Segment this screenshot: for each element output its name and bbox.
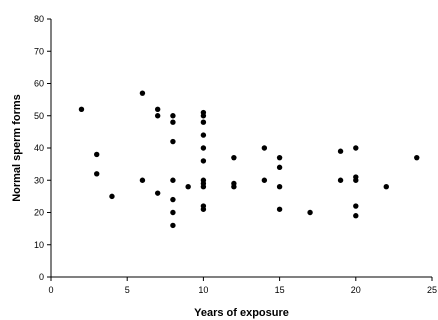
x-axis-title: Years of exposure: [194, 307, 289, 319]
data-point: [276, 206, 283, 212]
x-ticks: 0 5 10 15 20 25: [48, 277, 437, 295]
data-point: [231, 154, 237, 161]
y-tick-label: 40: [34, 143, 44, 153]
y-tick-label: 80: [34, 14, 44, 24]
data-point: [337, 177, 344, 183]
data-point: [261, 177, 268, 183]
data-point: [170, 209, 176, 216]
y-axis-title: Normal sperm forms: [11, 94, 23, 202]
data-point: [139, 90, 146, 96]
data-point: [261, 145, 268, 151]
y-tick-label: 20: [34, 208, 44, 218]
data-point: [414, 154, 420, 161]
data-point: [307, 209, 313, 216]
data-point: [200, 113, 207, 119]
data-point: [276, 184, 283, 190]
data-point: [170, 119, 176, 125]
data-points: [78, 90, 420, 229]
data-point: [353, 203, 359, 209]
x-tick-label: 20: [351, 285, 361, 295]
data-point: [200, 132, 207, 138]
y-tick-label: 30: [34, 175, 44, 185]
data-point: [353, 177, 359, 183]
y-tick-label: 10: [34, 240, 44, 250]
x-tick-label: 10: [198, 285, 208, 295]
data-point: [231, 184, 237, 190]
data-point: [78, 106, 85, 113]
data-point: [154, 190, 161, 196]
x-tick-label: 0: [48, 285, 53, 295]
y-tick-label: 70: [34, 46, 44, 56]
data-point: [170, 222, 176, 229]
data-point: [200, 206, 207, 212]
data-point: [109, 193, 115, 200]
data-point: [353, 213, 359, 219]
y-tick-label: 0: [39, 272, 44, 282]
data-point: [337, 148, 344, 154]
data-point: [170, 196, 176, 203]
data-point: [170, 113, 176, 119]
data-point: [154, 113, 161, 119]
data-point: [200, 158, 207, 164]
data-point: [200, 145, 207, 151]
y-ticks: 0 10 20 30 40 50 60 70 80: [34, 14, 51, 282]
data-point: [353, 145, 359, 151]
data-point: [185, 184, 191, 190]
y-tick-label: 50: [34, 111, 44, 121]
data-point: [94, 171, 100, 177]
data-point: [94, 151, 100, 158]
x-tick-label: 25: [427, 285, 437, 295]
x-tick-label: 15: [275, 285, 285, 295]
data-point: [276, 164, 283, 171]
axes: [50, 19, 432, 278]
data-point: [170, 177, 176, 183]
data-point: [170, 138, 176, 145]
data-point: [154, 106, 161, 113]
data-point: [139, 177, 146, 183]
data-point: [383, 184, 389, 190]
data-point: [276, 154, 283, 161]
y-tick-label: 60: [34, 79, 44, 89]
data-point: [200, 184, 207, 190]
data-point: [200, 119, 207, 125]
x-tick-label: 5: [125, 285, 130, 295]
